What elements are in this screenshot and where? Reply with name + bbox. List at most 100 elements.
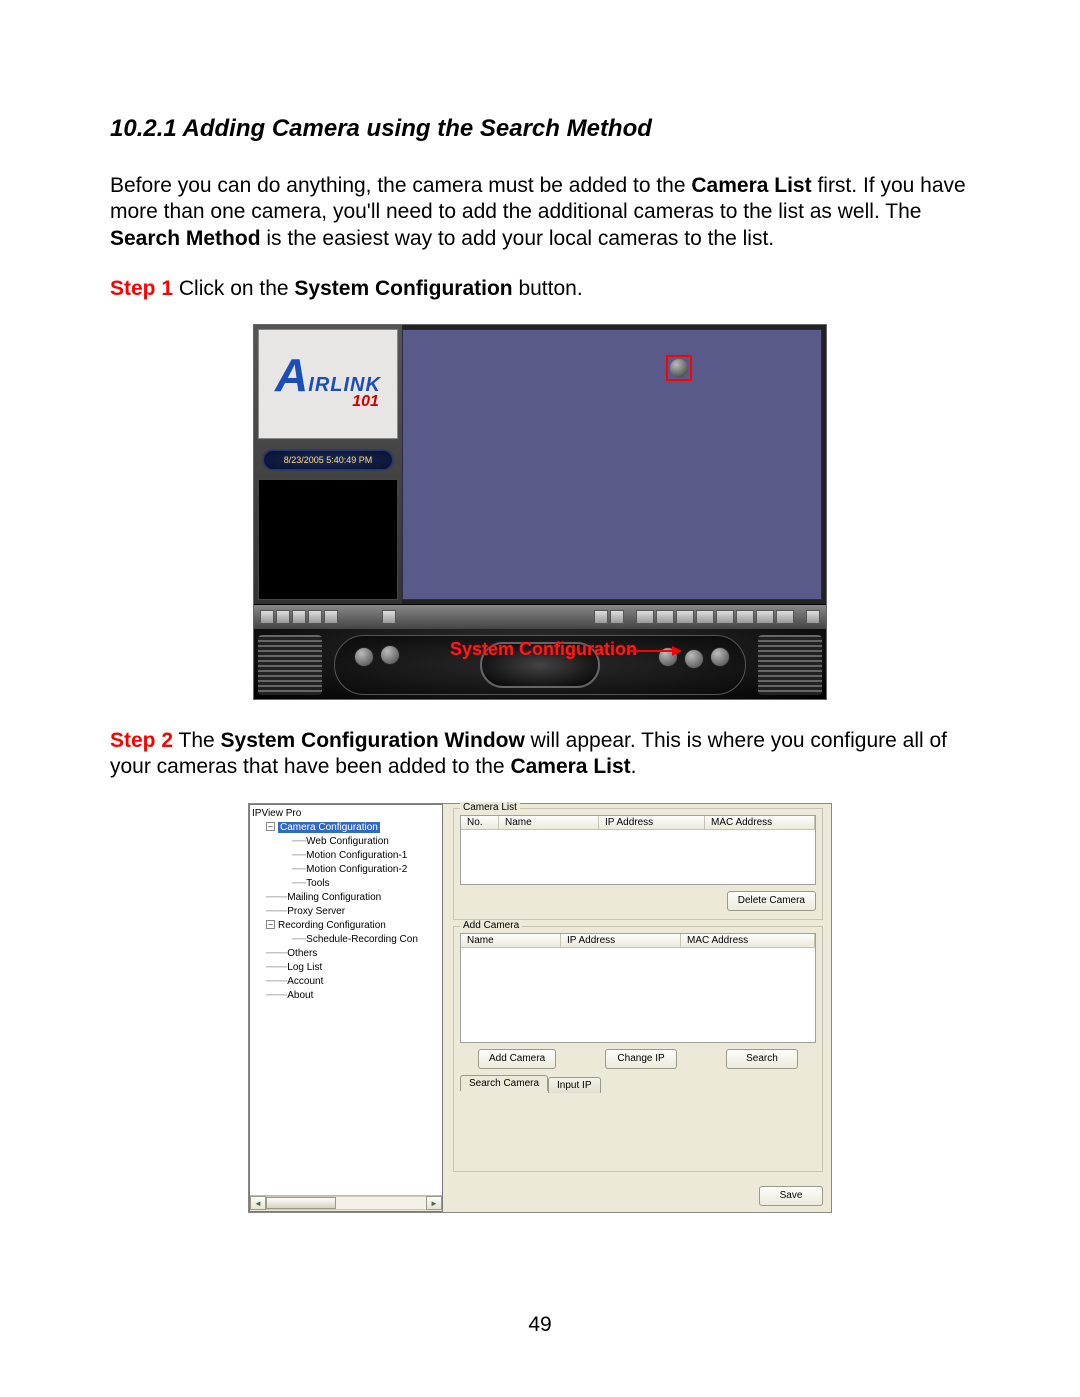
layout-button[interactable] <box>696 610 714 624</box>
toolbar-button[interactable] <box>806 610 820 624</box>
intro-bold2: Search Method <box>110 227 261 250</box>
camera-list-body[interactable] <box>461 830 815 884</box>
layout-button[interactable] <box>676 610 694 624</box>
tab-search-camera[interactable]: Search Camera <box>460 1075 548 1091</box>
step2-pre: The <box>173 729 220 752</box>
toolbar-button[interactable] <box>382 610 396 624</box>
layout-button[interactable] <box>776 610 794 624</box>
col-mac[interactable]: MAC Address <box>681 934 815 948</box>
tree-item-loglist[interactable]: ───Log List <box>252 961 442 975</box>
sysconf-arrow <box>630 650 674 652</box>
layout-button[interactable] <box>656 610 674 624</box>
col-no[interactable]: No. <box>461 816 499 830</box>
tree-scrollbar[interactable]: ◄ ► <box>250 1195 442 1211</box>
scroll-thumb[interactable] <box>266 1197 336 1209</box>
tree-item-camera-config[interactable]: –Camera Configuration <box>252 821 442 835</box>
layout-button[interactable] <box>636 610 654 624</box>
console-button[interactable] <box>684 649 704 669</box>
sysconf-highlight-box <box>666 355 692 381</box>
scroll-right-button[interactable]: ► <box>426 1196 442 1210</box>
tree-label: About <box>287 990 313 1001</box>
console-button[interactable] <box>710 647 730 667</box>
toolbar-button[interactable] <box>292 610 306 624</box>
step2-bold2: Camera List <box>510 755 630 778</box>
step1-bold: System Configuration <box>294 277 512 300</box>
col-mac[interactable]: MAC Address <box>705 816 815 830</box>
toolbar <box>254 605 826 629</box>
step2-label: Step 2 <box>110 729 173 752</box>
ipview-main-screenshot: AIRLINK 101 8/23/2005 5:40:49 PM <box>253 324 827 700</box>
stop-button[interactable] <box>610 610 624 624</box>
tree-item-web-config[interactable]: ──Web Configuration <box>252 835 442 849</box>
tree-root[interactable]: IPView Pro <box>252 807 442 821</box>
tree-label: Web Configuration <box>306 836 389 847</box>
tree-item-schedule-recording[interactable]: ──Schedule-Recording Con <box>252 933 442 947</box>
console-button[interactable] <box>354 647 374 667</box>
layout-button[interactable] <box>756 610 774 624</box>
add-camera-button[interactable]: Add Camera <box>478 1049 556 1069</box>
tree-item-others[interactable]: ───Others <box>252 947 442 961</box>
col-name[interactable]: Name <box>461 934 561 948</box>
logo-panel: AIRLINK 101 <box>258 329 398 439</box>
delete-camera-button[interactable]: Delete Camera <box>727 891 816 911</box>
tree-pane[interactable]: IPView Pro –Camera Configuration ──Web C… <box>249 804 443 1212</box>
add-camera-table[interactable]: Name IP Address MAC Address <box>460 933 816 1043</box>
intro-paragraph: Before you can do anything, the camera m… <box>110 173 970 252</box>
tree-item-motion1[interactable]: ──Motion Configuration-1 <box>252 849 442 863</box>
camera-list-legend: Camera List <box>460 802 520 813</box>
intro-pre: Before you can do anything, the camera m… <box>110 174 691 197</box>
toolbar-button[interactable] <box>276 610 290 624</box>
tree-item-recording[interactable]: –Recording Configuration <box>252 919 442 933</box>
tree-label: Log List <box>287 962 322 973</box>
change-ip-button[interactable]: Change IP <box>605 1049 677 1069</box>
section-title: 10.2.1 Adding Camera using the Search Me… <box>110 115 970 143</box>
tree-item-motion2[interactable]: ──Motion Configuration-2 <box>252 863 442 877</box>
tree-label: Tools <box>306 878 329 889</box>
thumbnail-panel <box>258 479 398 600</box>
add-camera-group: Add Camera Name IP Address MAC Address A… <box>453 926 823 1172</box>
page-number: 49 <box>0 1313 1080 1337</box>
col-ip[interactable]: IP Address <box>599 816 705 830</box>
sysconf-callout-label: System Configuration <box>450 639 637 660</box>
toolbar-button[interactable] <box>260 610 274 624</box>
layout-button[interactable] <box>736 610 754 624</box>
scroll-track[interactable] <box>266 1196 426 1210</box>
camera-list-group: Camera List No. Name IP Address MAC Addr… <box>453 808 823 920</box>
tree-label: Schedule-Recording Con <box>306 934 418 945</box>
toolbar-button[interactable] <box>308 610 322 624</box>
toolbar-button[interactable] <box>324 610 338 624</box>
tree-label: Motion Configuration-2 <box>306 864 407 875</box>
col-ip[interactable]: IP Address <box>561 934 681 948</box>
tree-label: Others <box>287 948 317 959</box>
tab-input-ip[interactable]: Input IP <box>548 1077 600 1093</box>
tree-item-tools[interactable]: ──Tools <box>252 877 442 891</box>
step1-pre: Click on the <box>173 277 294 300</box>
step2-bold: System Configuration Window <box>221 729 525 752</box>
add-camera-body[interactable] <box>461 948 815 1042</box>
right-pane: Camera List No. Name IP Address MAC Addr… <box>443 804 831 1212</box>
step1-post: button. <box>513 277 583 300</box>
step2-post: . <box>631 755 637 778</box>
tree-label: Account <box>287 976 323 987</box>
tree-label: Motion Configuration-1 <box>306 850 407 861</box>
section-number: 10.2.1 <box>110 115 177 142</box>
layout-button[interactable] <box>716 610 734 624</box>
console-button[interactable] <box>380 645 400 665</box>
tree-item-proxy[interactable]: ───Proxy Server <box>252 905 442 919</box>
camera-list-table[interactable]: No. Name IP Address MAC Address <box>460 815 816 885</box>
left-panel: AIRLINK 101 8/23/2005 5:40:49 PM <box>254 325 402 604</box>
search-button[interactable]: Search <box>726 1049 798 1069</box>
intro-bold1: Camera List <box>691 174 811 197</box>
col-name[interactable]: Name <box>499 816 599 830</box>
play-button[interactable] <box>594 610 608 624</box>
tree-label: Camera Configuration <box>278 822 380 833</box>
tree-item-mailing[interactable]: ───Mailing Configuration <box>252 891 442 905</box>
video-viewport <box>402 329 822 600</box>
speaker-grille-left <box>258 635 322 695</box>
save-button[interactable]: Save <box>759 1186 823 1206</box>
tree-item-account[interactable]: ───Account <box>252 975 442 989</box>
system-configuration-screenshot: IPView Pro –Camera Configuration ──Web C… <box>248 803 832 1213</box>
scroll-left-button[interactable]: ◄ <box>250 1196 266 1210</box>
tree-item-about[interactable]: ───About <box>252 989 442 1003</box>
tree-label: Proxy Server <box>287 906 345 917</box>
